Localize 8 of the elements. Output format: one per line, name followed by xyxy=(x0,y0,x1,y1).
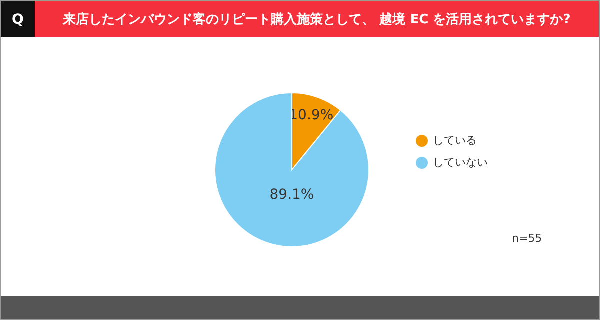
text: n=55 xyxy=(512,232,542,246)
data-label: 89.1% xyxy=(270,186,314,203)
pie-slice xyxy=(214,92,370,248)
legend-label: していない xyxy=(433,156,488,170)
chart-title: 来店したインバウンド客のリピート購入施策として、 越境 EC を活用されていますか? xyxy=(62,12,571,28)
text: Q xyxy=(12,12,24,28)
legend-label: している xyxy=(433,134,477,148)
data-label: 10.9% xyxy=(289,107,334,124)
